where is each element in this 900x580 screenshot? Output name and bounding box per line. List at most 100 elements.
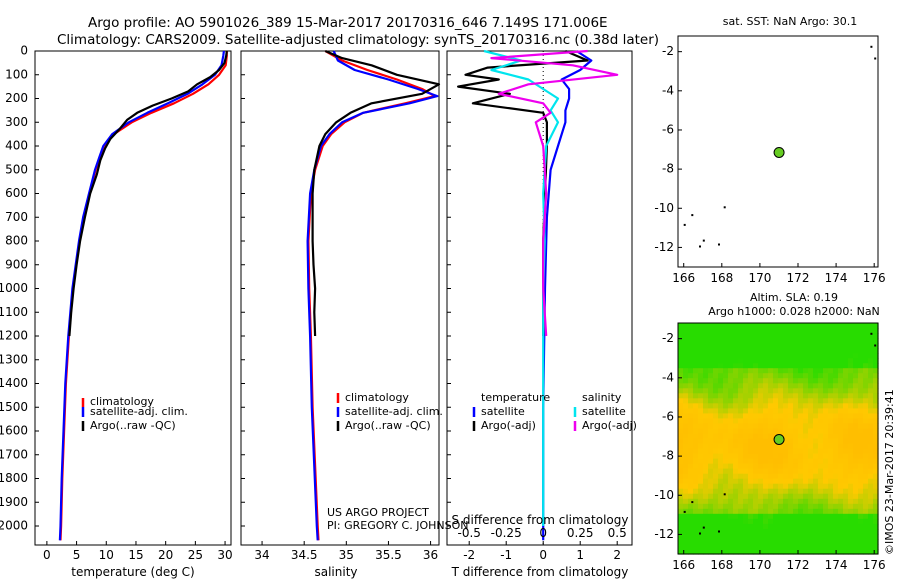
heat-cell xyxy=(808,373,814,379)
heat-cell xyxy=(788,378,794,384)
heat-cell xyxy=(848,544,854,550)
heat-cell xyxy=(693,403,699,409)
heat-cell xyxy=(843,463,849,470)
heat-cell xyxy=(728,483,734,490)
heat-cell xyxy=(778,408,784,414)
heat-cell xyxy=(803,358,809,364)
heat-cell xyxy=(718,544,724,550)
heat-cell xyxy=(783,473,789,480)
heat-cell xyxy=(828,373,834,379)
heat-cell xyxy=(753,458,759,465)
heat-cell xyxy=(853,383,859,389)
heat-cell xyxy=(683,433,689,440)
heat-cell xyxy=(858,478,864,485)
heat-cell xyxy=(808,358,814,364)
heat-cell xyxy=(773,483,779,490)
heat-cell xyxy=(753,423,759,429)
heat-cell xyxy=(763,493,769,500)
map-y-tick-label: -6 xyxy=(662,122,674,136)
heat-cell xyxy=(858,428,864,435)
heat-cell xyxy=(793,518,799,525)
heat-cell xyxy=(868,393,874,399)
heat-cell xyxy=(833,328,839,334)
heat-cell xyxy=(813,503,819,510)
depth-axis: 0100200300400500600700800900100011001200… xyxy=(0,44,451,533)
heat-cell xyxy=(758,433,764,440)
heat-cell xyxy=(778,418,784,424)
heat-cell xyxy=(858,463,864,470)
heat-cell xyxy=(858,533,864,540)
heat-cell xyxy=(713,523,719,530)
heat-cell xyxy=(838,518,844,525)
heat-cell xyxy=(858,483,864,490)
heat-cell xyxy=(873,473,879,480)
heat-cell xyxy=(783,388,789,394)
heat-cell xyxy=(803,443,809,450)
heat-cell xyxy=(678,343,684,349)
heat-cell xyxy=(783,483,789,490)
heat-cell xyxy=(863,438,869,445)
heat-cell xyxy=(868,528,874,535)
heat-cell xyxy=(698,533,704,540)
heat-cell xyxy=(858,343,864,349)
heat-cell xyxy=(813,478,819,485)
heat-cell xyxy=(683,503,689,510)
series-line-argo-raw-qc- xyxy=(311,49,441,337)
heat-cell xyxy=(788,413,794,419)
heat-cell xyxy=(768,363,774,369)
legend-s-argo: Argo(-adj) xyxy=(582,419,637,432)
heat-cell xyxy=(723,508,729,515)
heat-cell xyxy=(728,443,734,450)
heat-cell xyxy=(698,498,704,505)
heat-cell xyxy=(708,544,714,550)
depth-tick-label: 400 xyxy=(5,139,28,153)
heat-cell xyxy=(863,323,869,329)
heat-cell xyxy=(788,348,794,354)
heat-cell xyxy=(808,468,814,475)
heat-cell xyxy=(848,513,854,520)
heat-cell xyxy=(848,413,854,419)
heat-cell xyxy=(768,463,774,470)
heat-cell xyxy=(758,544,764,550)
heat-cell xyxy=(848,333,854,339)
heat-cell xyxy=(838,523,844,530)
heat-cell xyxy=(728,518,734,525)
heat-cell xyxy=(743,388,749,394)
heat-cell xyxy=(733,443,739,450)
heat-cell xyxy=(823,338,829,344)
heat-cell xyxy=(823,333,829,339)
heat-cell xyxy=(743,338,749,344)
heat-cell xyxy=(858,443,864,450)
heat-cell xyxy=(773,443,779,450)
heat-cell xyxy=(728,493,734,500)
heat-cell xyxy=(758,348,764,354)
heat-cell xyxy=(713,473,719,480)
heat-cell xyxy=(813,488,819,495)
heat-cell xyxy=(718,493,724,500)
heat-cell xyxy=(728,513,734,520)
heat-cell xyxy=(713,338,719,344)
heat-cell xyxy=(753,468,759,475)
heat-cell xyxy=(743,443,749,450)
heat-cell xyxy=(683,423,689,429)
x-tick-label: 15 xyxy=(128,548,143,562)
heat-cell xyxy=(718,373,724,379)
heat-cell xyxy=(718,528,724,535)
heat-cell xyxy=(808,398,814,404)
heat-cell xyxy=(818,438,824,445)
depth-tick-label: 1900 xyxy=(0,495,28,509)
heat-cell xyxy=(748,448,754,455)
heat-cell xyxy=(833,513,839,520)
heat-cell xyxy=(833,483,839,490)
heat-cell xyxy=(753,483,759,490)
map-y-tick-label: -10 xyxy=(654,488,674,502)
heat-cell xyxy=(733,528,739,535)
heat-cell xyxy=(718,523,724,530)
heat-cell xyxy=(713,458,719,465)
heat-cell xyxy=(763,403,769,409)
heat-cell xyxy=(833,413,839,419)
heat-cell xyxy=(833,528,839,535)
island-dot xyxy=(702,526,705,529)
heat-cell xyxy=(818,443,824,450)
heat-cell xyxy=(853,373,859,379)
